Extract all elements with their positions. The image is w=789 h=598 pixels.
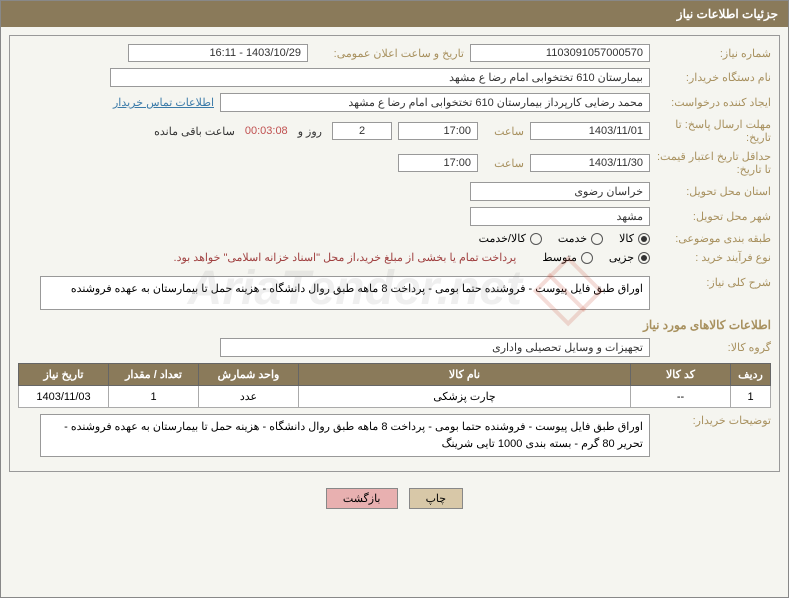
response-deadline-date: 1403/11/01 [530,122,650,140]
content-panel: شماره نیاز: 1103091057000570 تاریخ و ساع… [9,35,780,472]
table-row: 1 -- چارت پزشکی عدد 1 1403/11/03 [19,386,771,408]
header-title: جزئیات اطلاعات نیاز [677,7,778,21]
purchase-note: پرداخت تمام یا بخشی از مبلغ خرید،از محل … [174,251,517,264]
col-date: تاریخ نیاز [19,364,109,386]
need-number-label: شماره نیاز: [656,47,771,60]
category-radio-group: کالا خدمت کالا/خدمت [479,232,650,245]
col-name: نام کالا [299,364,631,386]
requester-label: ایجاد کننده درخواست: [656,96,771,109]
goods-group-value: تجهیزات و وسایل تحصیلی واداری [220,338,650,357]
buyer-notes-label: توضیحات خریدار: [656,414,771,427]
days-label: روز و [298,125,322,138]
col-unit: واحد شمارش [199,364,299,386]
remaining-time: 00:03:08 [245,125,288,137]
validity-min-date: 1403/11/30 [530,154,650,172]
general-desc-label: شرح کلی نیاز: [656,276,771,289]
button-bar: چاپ بازگشت [1,480,788,509]
time-label-1: ساعت [484,125,524,138]
buyer-org-label: نام دستگاه خریدار: [656,71,771,84]
general-desc-value: اوراق طبق فایل پیوست - فروشنده حتما بومی… [40,276,650,310]
buyer-contact-link[interactable]: اطلاعات تماس خریدار [113,96,214,109]
remaining-days: 2 [332,122,392,140]
time-label-2: ساعت [484,157,524,170]
goods-table: ردیف کد کالا نام کالا واحد شمارش تعداد /… [18,363,771,408]
delivery-province-label: استان محل تحویل: [656,185,771,198]
goods-group-label: گروه کالا: [656,341,771,354]
delivery-city-label: شهر محل تحویل: [656,210,771,223]
col-qty: تعداد / مقدار [109,364,199,386]
validity-min-label: حداقل تاریخ اعتبار قیمت: تا تاریخ: [656,150,771,176]
goods-section-title: اطلاعات کالاهای مورد نیاز [18,318,771,332]
radio-goods-service[interactable]: کالا/خدمت [479,232,542,245]
buyer-notes-value: اوراق طبق فایل پیوست - فروشنده حتما بومی… [40,414,650,457]
purchase-type-label: نوع فرآیند خرید : [656,251,771,264]
category-label: طبقه بندی موضوعی: [656,232,771,245]
radio-medium[interactable]: متوسط [542,251,593,264]
announce-datetime-label: تاریخ و ساعت اعلان عمومی: [314,47,464,60]
radio-minor[interactable]: جزیی [609,251,650,264]
radio-service[interactable]: خدمت [558,232,603,245]
col-row: ردیف [731,364,771,386]
response-deadline-label: مهلت ارسال پاسخ: تا تاریخ: [656,118,771,144]
requester-value: محمد رضایی کارپرداز بیمارستان 610 تختخوا… [220,93,650,112]
remaining-suffix: ساعت باقی مانده [154,125,235,138]
response-deadline-time: 17:00 [398,122,478,140]
delivery-province-value: خراسان رضوی [470,182,650,201]
page-header: جزئیات اطلاعات نیاز [1,1,788,27]
col-code: کد کالا [631,364,731,386]
delivery-city-value: مشهد [470,207,650,226]
need-number-value: 1103091057000570 [470,44,650,62]
validity-min-time: 17:00 [398,154,478,172]
announce-datetime-value: 1403/10/29 - 16:11 [128,44,308,62]
purchase-type-radio-group: جزیی متوسط [542,251,650,264]
buyer-org-value: بیمارستان 610 تختخوابی امام رضا ع مشهد [110,68,650,87]
radio-goods[interactable]: کالا [619,232,650,245]
return-button[interactable]: بازگشت [326,488,398,509]
print-button[interactable]: چاپ [409,488,464,509]
